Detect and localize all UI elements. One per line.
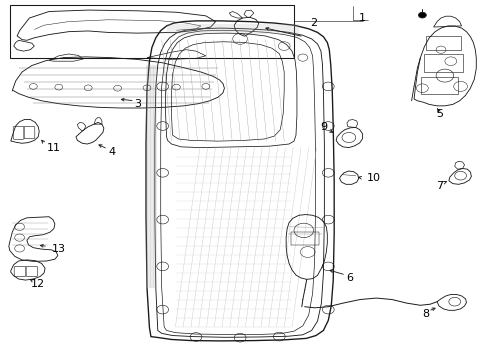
Text: 11: 11 [47,143,61,153]
Text: 3: 3 [135,99,142,109]
Text: 2: 2 [310,18,317,28]
Text: 1: 1 [359,13,366,23]
Text: 5: 5 [437,109,443,120]
Text: 8: 8 [422,309,429,319]
Circle shape [418,12,426,18]
Text: 4: 4 [108,147,115,157]
Text: 12: 12 [30,279,45,289]
Text: 6: 6 [346,273,353,283]
Bar [10,5,294,58]
Text: 9: 9 [320,122,327,132]
Bar [424,54,463,72]
Text: 7: 7 [437,181,443,191]
Bar [421,77,458,94]
Text: 13: 13 [51,244,66,254]
Bar [426,36,461,50]
Text: 10: 10 [367,173,381,183]
Bar [291,232,319,245]
